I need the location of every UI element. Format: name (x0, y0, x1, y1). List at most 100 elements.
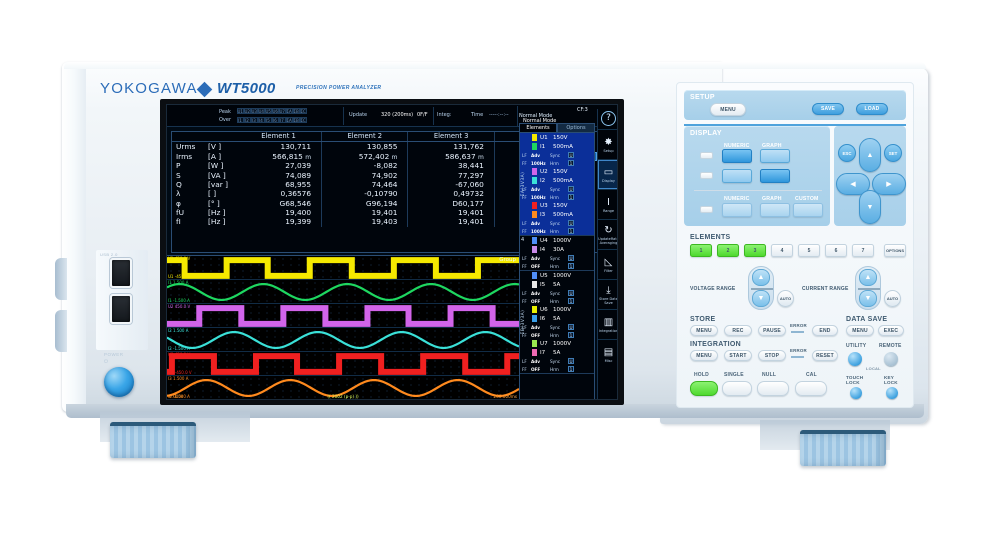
element-channel-row[interactable]: U2 150V (520, 167, 594, 176)
config-source-box[interactable]: U (568, 358, 574, 364)
element-channel-row[interactable]: I4 30A (520, 245, 594, 254)
set-button[interactable]: SET (884, 144, 902, 162)
element-channel-row[interactable]: U7 1000V (520, 339, 594, 348)
waveform-lane[interactable]: I2 1.500 A I2 -1.500 A (167, 328, 519, 352)
element-button-1[interactable]: 1 (690, 244, 712, 257)
nav-down-button[interactable]: ▼ (859, 190, 881, 224)
element-config-row[interactable]: FF 100Hz Hrm 1 (520, 159, 594, 167)
config-source-box[interactable]: U (568, 290, 574, 296)
hold-button[interactable] (690, 381, 718, 396)
tab-options[interactable]: Options (557, 123, 595, 132)
element-config-row[interactable]: LF Adv Sync U (520, 151, 594, 159)
integration-start-button[interactable]: START (724, 350, 752, 361)
rail-item-updaterate[interactable]: ↻ UpdateRate Averaging (598, 219, 617, 249)
rail-item-filter[interactable]: ◺ Filter (598, 249, 617, 279)
tab-elements[interactable]: Elements (519, 123, 557, 132)
display-row2-graph-button[interactable] (760, 169, 790, 183)
load-button[interactable]: LOAD (856, 103, 888, 115)
config-source-box[interactable]: 1 (568, 263, 574, 269)
config-source-box[interactable]: U (568, 324, 574, 330)
element-channel-row[interactable]: U3 150V (520, 201, 594, 210)
element-config-row[interactable]: FF 100Hz Hrm 1 (520, 193, 594, 201)
display-row3-custom-button[interactable] (793, 203, 823, 217)
cal-button[interactable] (795, 381, 827, 396)
store-menu-button[interactable]: MENU (690, 325, 718, 336)
element-button-6[interactable]: 6 (825, 244, 847, 257)
element-config-row[interactable]: LF Adv Sync U (520, 323, 594, 331)
voltage-range-up-icon[interactable]: ▲ (752, 269, 770, 286)
element-button-4[interactable]: 4 (771, 244, 793, 257)
element-group[interactable]: ΣB(3V3A) U5 1000V I5 5A LF Adv Sync U FF OFF Hrm 1 U6… (520, 271, 594, 374)
element-channel-row[interactable]: U4 1000V (520, 236, 594, 245)
menu-icon-rail[interactable]: ? ✸ Setup ▭ Display I Range ↻ UpdateRate Averag… (597, 109, 617, 399)
element-button-7[interactable]: 7 (852, 244, 874, 257)
element-channel-row[interactable]: I2 500mA (520, 176, 594, 185)
element-group[interactable]: 4 U4 1000V I4 30A LF Adv Sync U FF OFF Hrm 1 (520, 236, 594, 271)
lcd-screen[interactable]: Peak U1 U2 U3 U4 U5 U6 U7 ΣA ΣB ΣC Over I1 I2 I3 I4 I… (166, 104, 618, 400)
element-channel-row[interactable]: I7 5A (520, 348, 594, 357)
usb-port-1[interactable] (110, 258, 132, 288)
config-source-box[interactable]: 1 (568, 332, 574, 338)
display-row2-indicator[interactable] (700, 172, 713, 179)
element-config-row[interactable]: LF Adv Sync U (520, 289, 594, 297)
element-channel-row[interactable]: U5 1000V (520, 271, 594, 280)
config-source-box[interactable]: 1 (568, 228, 574, 234)
utility-button[interactable] (848, 352, 862, 366)
element-button-3[interactable]: 3 (744, 244, 766, 257)
display-row1-graph-button[interactable] (760, 149, 790, 163)
waveform-lane[interactable]: U2 450.0 V U2 -450.0 V (167, 304, 519, 328)
element-config-row[interactable]: FF 100Hz Hrm 1 (520, 227, 594, 235)
integration-menu-button[interactable]: MENU (690, 350, 718, 361)
element-channel-row[interactable]: I5 5A (520, 280, 594, 289)
touch-lock-button[interactable] (850, 387, 862, 399)
config-source-box[interactable]: U (568, 152, 574, 158)
rail-item-range[interactable]: I Range (598, 189, 617, 219)
rail-item-integration[interactable]: ▥ Integration (598, 309, 617, 339)
current-range-up-icon[interactable]: ▲ (859, 269, 877, 286)
current-range-rocker[interactable]: ▲ ▼ (855, 266, 881, 310)
element-channel-row[interactable]: U1 150V (520, 133, 594, 142)
waveform-lane[interactable]: U1 450.0 V U1 -450.0 V (167, 256, 519, 280)
nav-up-button[interactable]: ▲ (859, 138, 881, 172)
element-config-row[interactable]: LF Adv Sync U (520, 185, 594, 193)
element-channel-row[interactable]: I1 500mA (520, 142, 594, 151)
display-row1-indicator[interactable] (700, 152, 713, 159)
voltage-auto-button[interactable]: AUTO (777, 290, 794, 307)
element-config-row[interactable]: LF Adv Sync U (520, 254, 594, 262)
waveform-display[interactable]: Group U1 450.0 V U1 -450.0 V I1 1.500 A I1 … (167, 255, 519, 399)
element-config-row[interactable]: LF Adv Sync U (520, 219, 594, 227)
element-button-5[interactable]: 5 (798, 244, 820, 257)
display-row3-graph-button[interactable] (760, 203, 790, 217)
nav-right-button[interactable]: ▶ (872, 173, 906, 195)
voltage-range-rocker[interactable]: ▲ ▼ (748, 266, 774, 310)
element-config-row[interactable]: FF OFF Hrm 1 (520, 365, 594, 373)
element-config-row[interactable]: FF OFF Hrm 1 (520, 262, 594, 270)
store-rec-button[interactable]: REC (724, 325, 752, 336)
element-config-row[interactable]: FF OFF Hrm 1 (520, 297, 594, 305)
elements-tabs[interactable]: Elements Options (519, 123, 595, 132)
config-source-box[interactable]: 1 (568, 194, 574, 200)
element-group[interactable]: ΣA(3V3A) U1 150V I1 500mA LF Adv Sync U FF 100Hz Hr… (520, 133, 594, 236)
nav-left-button[interactable]: ◀ (836, 173, 870, 195)
display-row2-numeric-button[interactable] (722, 169, 752, 183)
key-lock-button[interactable] (886, 387, 898, 399)
usb-port-2[interactable] (110, 294, 132, 324)
element-config-row[interactable]: FF OFF Hrm 1 (520, 331, 594, 339)
config-source-box[interactable]: U (568, 220, 574, 226)
element-config-row[interactable]: LF Adv Sync U (520, 357, 594, 365)
config-source-box[interactable]: 1 (568, 160, 574, 166)
element-options-button[interactable]: OPTIONS (884, 244, 906, 257)
data-save-menu-button[interactable]: MENU (846, 325, 874, 336)
save-button[interactable]: SAVE (812, 103, 844, 115)
element-channel-row[interactable]: I3 500mA (520, 210, 594, 219)
config-source-box[interactable]: 1 (568, 298, 574, 304)
elements-list[interactable]: ΣA(3V3A) U1 150V I1 500mA LF Adv Sync U FF 100Hz Hr… (519, 132, 595, 399)
null-button[interactable] (757, 381, 789, 396)
voltage-range-down-icon[interactable]: ▼ (752, 290, 770, 307)
store-end-button[interactable]: END (812, 325, 838, 336)
integration-reset-button[interactable]: RESET (812, 350, 838, 361)
waveform-lane[interactable]: I1 1.500 A I1 -1.500 A (167, 280, 519, 304)
config-source-box[interactable]: U (568, 186, 574, 192)
help-icon[interactable]: ? (601, 111, 616, 126)
current-auto-button[interactable]: AUTO (884, 290, 901, 307)
